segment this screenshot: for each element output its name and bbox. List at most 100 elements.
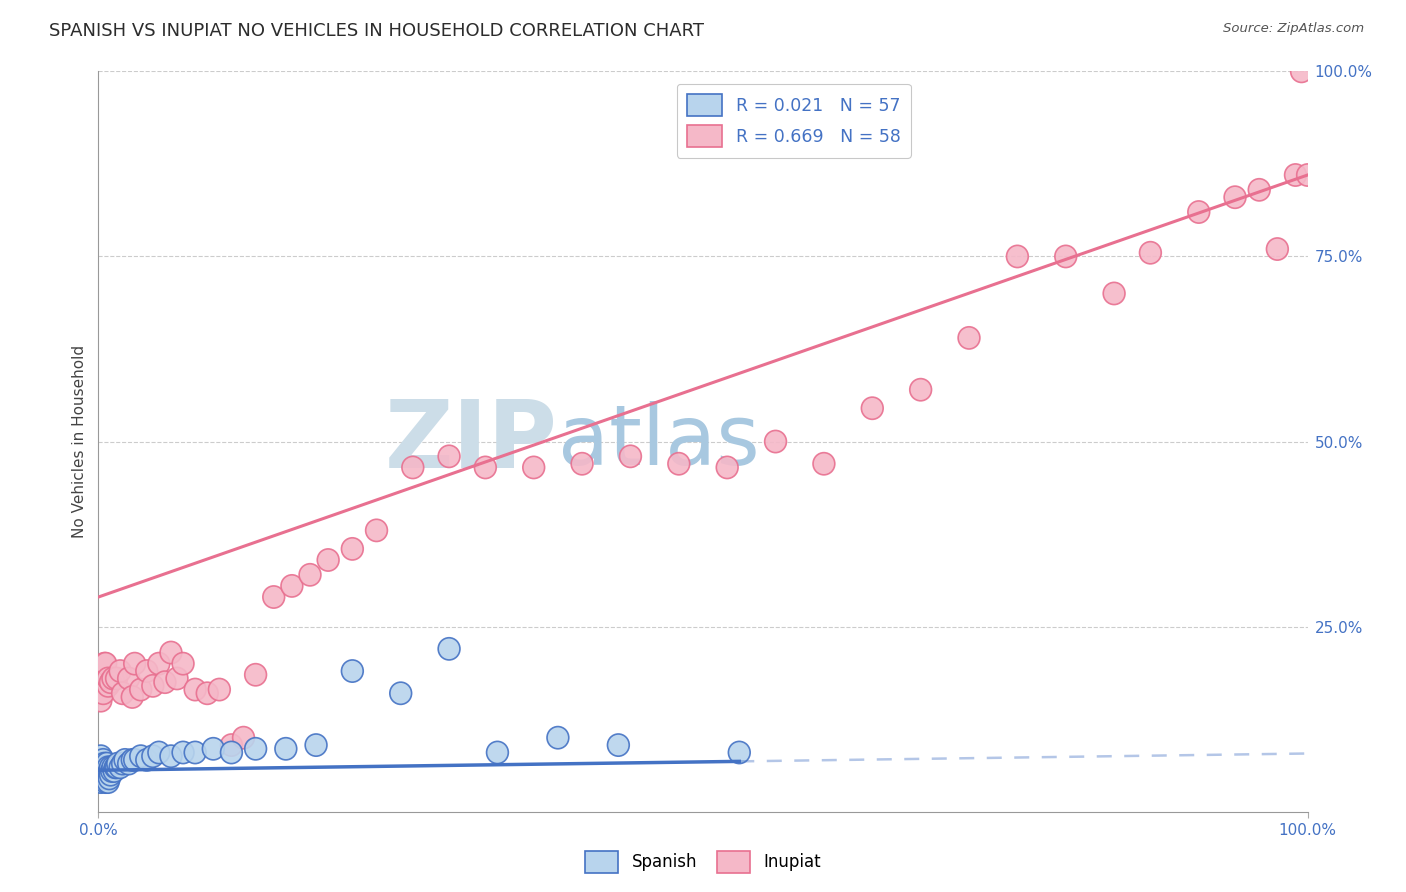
Ellipse shape — [91, 767, 112, 789]
Ellipse shape — [100, 764, 121, 786]
Ellipse shape — [101, 760, 122, 782]
Ellipse shape — [114, 748, 136, 771]
Ellipse shape — [97, 674, 120, 697]
Ellipse shape — [103, 756, 124, 779]
Ellipse shape — [89, 756, 111, 779]
Ellipse shape — [263, 586, 284, 608]
Ellipse shape — [118, 667, 139, 690]
Ellipse shape — [716, 457, 738, 478]
Ellipse shape — [1249, 178, 1270, 201]
Text: atlas: atlas — [558, 401, 759, 482]
Ellipse shape — [97, 756, 120, 779]
Ellipse shape — [104, 756, 127, 779]
Ellipse shape — [124, 653, 146, 674]
Ellipse shape — [111, 753, 134, 774]
Ellipse shape — [166, 667, 188, 690]
Ellipse shape — [103, 667, 124, 690]
Ellipse shape — [342, 660, 363, 682]
Ellipse shape — [93, 682, 114, 705]
Ellipse shape — [110, 756, 131, 779]
Legend: R = 0.021   N = 57, R = 0.669   N = 58: R = 0.021 N = 57, R = 0.669 N = 58 — [676, 84, 911, 158]
Ellipse shape — [105, 756, 128, 779]
Ellipse shape — [184, 679, 207, 701]
Ellipse shape — [276, 738, 297, 760]
Ellipse shape — [148, 653, 170, 674]
Ellipse shape — [299, 564, 321, 586]
Ellipse shape — [342, 538, 363, 560]
Ellipse shape — [221, 734, 242, 756]
Ellipse shape — [1139, 242, 1161, 264]
Ellipse shape — [118, 753, 139, 774]
Text: SPANISH VS INUPIAT NO VEHICLES IN HOUSEHOLD CORRELATION CHART: SPANISH VS INUPIAT NO VEHICLES IN HOUSEH… — [49, 22, 704, 40]
Ellipse shape — [208, 679, 231, 701]
Ellipse shape — [129, 745, 152, 767]
Ellipse shape — [94, 767, 115, 789]
Ellipse shape — [90, 771, 111, 793]
Ellipse shape — [1104, 283, 1125, 304]
Ellipse shape — [813, 452, 835, 475]
Ellipse shape — [97, 771, 120, 793]
Ellipse shape — [184, 741, 207, 764]
Ellipse shape — [172, 653, 194, 674]
Ellipse shape — [94, 653, 117, 674]
Ellipse shape — [172, 741, 194, 764]
Ellipse shape — [110, 660, 131, 682]
Ellipse shape — [155, 671, 176, 693]
Ellipse shape — [160, 745, 181, 767]
Ellipse shape — [94, 760, 115, 782]
Ellipse shape — [96, 753, 118, 774]
Ellipse shape — [245, 664, 267, 686]
Ellipse shape — [607, 734, 630, 756]
Ellipse shape — [105, 667, 128, 690]
Ellipse shape — [97, 667, 120, 690]
Text: ZIP: ZIP — [385, 395, 558, 488]
Ellipse shape — [91, 760, 112, 782]
Ellipse shape — [103, 760, 125, 782]
Ellipse shape — [402, 457, 423, 478]
Ellipse shape — [124, 748, 146, 771]
Ellipse shape — [148, 741, 170, 764]
Ellipse shape — [305, 734, 328, 756]
Ellipse shape — [136, 748, 157, 771]
Ellipse shape — [910, 378, 932, 401]
Ellipse shape — [318, 549, 339, 571]
Ellipse shape — [129, 679, 152, 701]
Ellipse shape — [1007, 245, 1028, 268]
Ellipse shape — [111, 682, 134, 705]
Ellipse shape — [571, 452, 593, 475]
Ellipse shape — [728, 741, 751, 764]
Ellipse shape — [1054, 245, 1077, 268]
Ellipse shape — [1285, 164, 1306, 186]
Ellipse shape — [862, 397, 883, 419]
Ellipse shape — [121, 686, 143, 708]
Ellipse shape — [221, 741, 242, 764]
Ellipse shape — [1225, 186, 1246, 209]
Ellipse shape — [90, 690, 111, 712]
Ellipse shape — [100, 756, 121, 779]
Ellipse shape — [523, 457, 544, 478]
Ellipse shape — [94, 753, 115, 774]
Ellipse shape — [281, 574, 302, 597]
Ellipse shape — [96, 767, 118, 789]
Text: Source: ZipAtlas.com: Source: ZipAtlas.com — [1223, 22, 1364, 36]
Ellipse shape — [389, 682, 412, 705]
Ellipse shape — [486, 741, 509, 764]
Ellipse shape — [93, 748, 114, 771]
Ellipse shape — [94, 756, 117, 779]
Ellipse shape — [93, 764, 114, 786]
Ellipse shape — [1296, 164, 1319, 186]
Ellipse shape — [93, 756, 114, 779]
Ellipse shape — [142, 674, 163, 697]
Ellipse shape — [620, 445, 641, 467]
Ellipse shape — [245, 738, 267, 760]
Ellipse shape — [232, 727, 254, 748]
Ellipse shape — [96, 760, 118, 782]
Ellipse shape — [107, 753, 129, 774]
Ellipse shape — [94, 764, 117, 786]
Ellipse shape — [142, 745, 163, 767]
Ellipse shape — [90, 745, 111, 767]
Ellipse shape — [94, 771, 117, 793]
Legend: Spanish, Inupiat: Spanish, Inupiat — [578, 845, 828, 880]
Ellipse shape — [366, 519, 388, 541]
Ellipse shape — [439, 445, 460, 467]
